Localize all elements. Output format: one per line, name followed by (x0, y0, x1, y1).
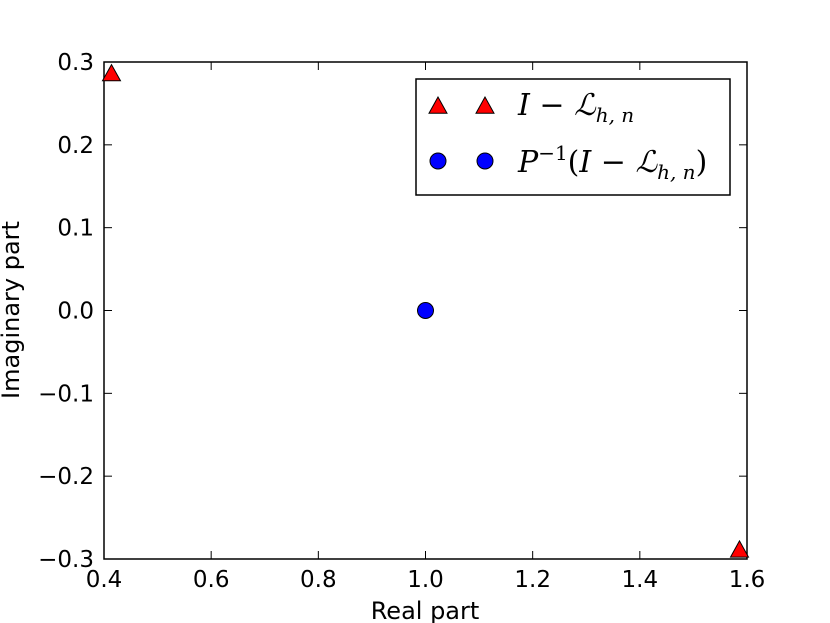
legend-marker-circle (476, 152, 494, 170)
x-tick-label: 0.4 (86, 567, 123, 593)
x-tick-label: 1.4 (622, 567, 659, 593)
y-axis-title: Imaginary part (0, 221, 25, 399)
y-tick-label: −0.3 (38, 547, 94, 573)
y-tick-label: 0.0 (57, 299, 94, 325)
legend-box (415, 78, 731, 196)
legend-marker-triangle (475, 95, 495, 114)
legend-marker-triangle (428, 95, 448, 114)
axis-ticks (103, 61, 748, 560)
y-tick-label: −0.1 (38, 381, 94, 407)
data-point-triangle (729, 539, 750, 558)
data-point-triangle (101, 63, 122, 82)
data-point-circle (417, 302, 434, 319)
legend: I − ℒh, n P−1(I − ℒh, n) (415, 78, 731, 196)
x-axis-title: Real part (371, 597, 480, 623)
data-markers (101, 63, 750, 558)
y-tick-label: 0.3 (57, 50, 94, 76)
legend-marker-circle (429, 152, 447, 170)
y-tick-label: 0.2 (57, 133, 94, 159)
x-tick-label: 0.6 (193, 567, 230, 593)
y-tick-label: 0.1 (57, 216, 94, 242)
x-tick-label: 0.8 (300, 567, 337, 593)
legend-markers (428, 95, 495, 170)
x-tick-label: 1.2 (514, 567, 551, 593)
y-tick-label: −0.2 (38, 464, 94, 490)
x-tick-label: 1.6 (729, 567, 766, 593)
x-tick-label: 1.0 (407, 567, 444, 593)
tick-labels: 0.4 0.6 0.8 1.0 1.2 1.4 1.6 −0.3 −0.2 −0.1 0.0 0.1 0… (38, 50, 765, 593)
